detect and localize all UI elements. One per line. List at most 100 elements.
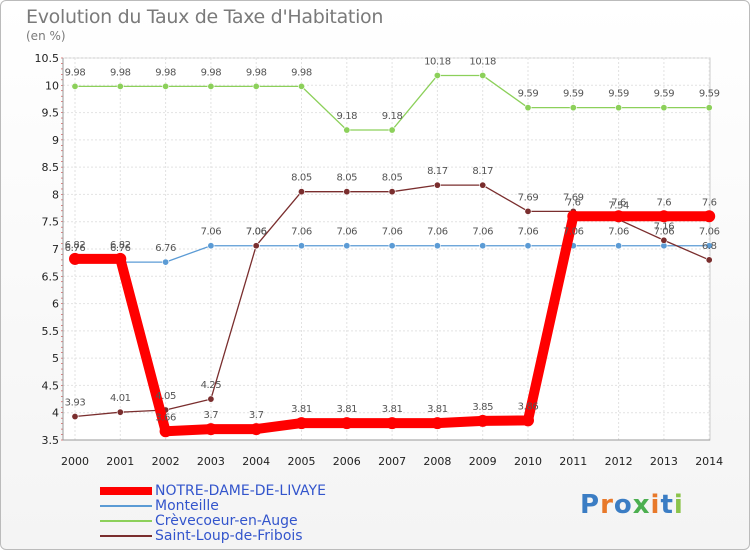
y-tick-label: 5	[52, 352, 59, 365]
data-label: 9.59	[654, 89, 675, 100]
data-label: 9.59	[608, 89, 629, 100]
chart-subtitle: (en %)	[26, 29, 66, 43]
data-point	[159, 425, 172, 438]
data-label: 7.16	[654, 221, 675, 232]
y-tick-label: 4.5	[42, 379, 60, 392]
legend-swatch	[100, 505, 152, 507]
x-tick-label: 2013	[650, 455, 678, 468]
data-point	[524, 104, 532, 112]
data-point	[252, 82, 260, 90]
data-point	[204, 423, 217, 436]
data-point	[340, 417, 353, 430]
data-label: 9.18	[336, 111, 357, 122]
data-point	[69, 252, 81, 265]
data-label: 9.98	[201, 67, 222, 78]
x-tick-label: 2004	[242, 455, 270, 468]
x-tick-label: 2008	[423, 455, 451, 468]
data-point	[252, 242, 260, 250]
legend-label: Monteille	[155, 498, 219, 514]
data-point	[114, 252, 127, 265]
x-tick-label: 2009	[469, 455, 497, 468]
data-label: 10.18	[424, 56, 451, 67]
logo-letter: i	[673, 490, 684, 520]
x-tick-label: 2007	[378, 455, 406, 468]
data-label: 7.69	[518, 192, 539, 203]
data-label: 6.8	[702, 241, 717, 252]
data-point	[522, 414, 534, 427]
x-tick-label: 2012	[605, 455, 633, 468]
data-label: 3.81	[336, 404, 357, 415]
data-label: 9.98	[110, 67, 131, 78]
data-label: 6.76	[65, 243, 86, 254]
data-point	[433, 242, 441, 250]
axes: 3.5 4 4.5 5 5.5 6 6.5 7 7.5 8 8.5 9 9.5 10 10.5 2000 200…	[35, 52, 724, 468]
data-label: 10.18	[469, 56, 496, 67]
data-point	[479, 71, 487, 79]
data-label: 9.98	[291, 67, 312, 78]
x-tick-label: 2000	[61, 455, 89, 468]
x-tick-label: 2001	[106, 455, 134, 468]
data-point	[250, 423, 263, 436]
y-tick-label: 5.5	[42, 325, 60, 338]
data-point	[297, 242, 305, 250]
y-tick-label: 7.5	[42, 216, 60, 229]
logo-letter: r	[600, 490, 614, 520]
y-tick-label: 6	[52, 298, 59, 311]
data-label: 7.06	[699, 227, 720, 238]
y-tick-label: 9	[52, 134, 59, 147]
data-label: 6.76	[110, 243, 131, 254]
data-label: 8.05	[291, 173, 312, 184]
data-label: 9.98	[65, 67, 86, 78]
x-tick-label: 2006	[333, 455, 361, 468]
data-label: 7.06	[518, 227, 539, 238]
data-point	[343, 126, 351, 134]
data-point	[479, 181, 487, 189]
data-label: 8.05	[382, 173, 403, 184]
data-label: 8.17	[472, 166, 493, 177]
data-point	[705, 256, 713, 264]
data-label: 7.06	[291, 227, 312, 238]
data-point	[660, 236, 668, 244]
data-label: 9.98	[155, 67, 176, 78]
data-label: 7.06	[427, 227, 448, 238]
data-point	[388, 242, 396, 250]
data-label: 7.06	[608, 227, 629, 238]
legend-swatch	[100, 535, 152, 537]
data-point	[569, 104, 577, 112]
data-label: 9.59	[563, 89, 584, 100]
data-point	[615, 104, 623, 112]
data-label: 3.81	[427, 404, 448, 415]
data-label: 3.85	[472, 402, 493, 413]
proxiti-logo: Proxiti	[580, 490, 684, 520]
data-point	[71, 82, 79, 90]
data-label: 9.59	[518, 89, 539, 100]
data-point	[386, 417, 399, 430]
y-tick-label: 8	[52, 188, 59, 201]
legend-swatch	[100, 520, 152, 522]
data-point	[431, 417, 444, 430]
data-label: 7.06	[472, 227, 493, 238]
y-tick-label: 9.5	[42, 107, 60, 120]
logo-letter: P	[580, 490, 601, 520]
data-label: 7.06	[654, 227, 675, 238]
y-tick-label: 4	[52, 407, 59, 420]
data-label: 7.06	[246, 227, 267, 238]
data-label: 8.05	[336, 173, 357, 184]
data-point	[207, 242, 215, 250]
x-tick-label: 2002	[152, 455, 180, 468]
legend-label: Saint-Loup-de-Fribois	[155, 528, 303, 544]
x-tick-label: 2005	[288, 455, 316, 468]
data-label: 7.54	[608, 201, 629, 212]
data-label: 8.17	[427, 166, 448, 177]
data-point	[116, 408, 124, 416]
data-label: 9.18	[382, 111, 403, 122]
data-label: 3.7	[249, 410, 264, 421]
data-label: 4.25	[201, 380, 222, 391]
logo-letter: i	[650, 490, 661, 520]
data-point	[433, 181, 441, 189]
data-label: 3.86	[518, 401, 539, 412]
data-label: 3.66	[155, 412, 176, 423]
data-point	[295, 417, 308, 430]
data-point	[657, 210, 670, 223]
